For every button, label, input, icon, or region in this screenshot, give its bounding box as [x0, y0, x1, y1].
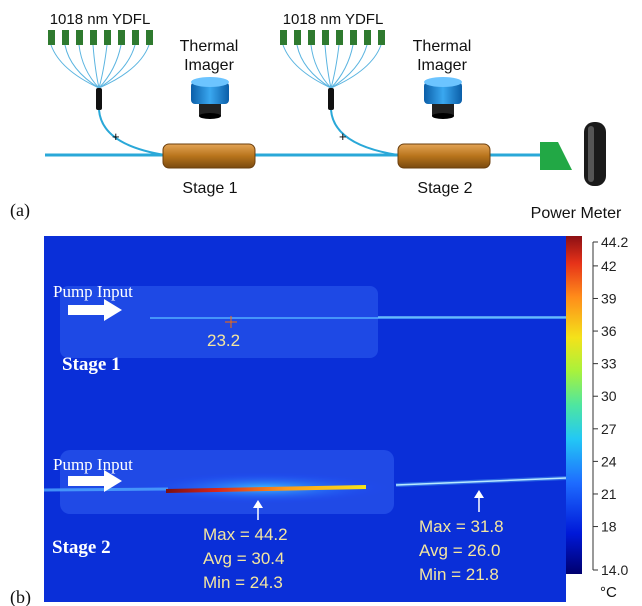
stats-left-avg: Avg = 30.4 — [203, 549, 284, 568]
diode — [146, 30, 153, 45]
diode — [48, 30, 55, 45]
stats-right-min: Min = 21.8 — [419, 565, 499, 584]
stage-2-output-glow — [395, 476, 567, 487]
stage-2-block — [397, 143, 491, 169]
stage-2-label: Stage 2 — [417, 180, 472, 197]
diode — [322, 30, 329, 45]
stats-left-min: Min = 24.3 — [203, 573, 283, 592]
diode — [90, 30, 97, 45]
camera-lens — [199, 104, 221, 116]
diode — [104, 30, 111, 45]
pump-arrow-2 — [68, 470, 122, 492]
fiber-fan-1 — [50, 44, 150, 89]
imager-label-line1: Thermal — [413, 38, 472, 55]
diode — [62, 30, 69, 45]
stats-arrow-right — [474, 490, 484, 512]
imager-label-line1: Thermal — [180, 38, 239, 55]
colorbar-tick-label: 14.0 — [601, 562, 628, 578]
diode — [308, 30, 315, 45]
colorbar-tick-label: 33 — [601, 356, 617, 372]
colorbar-unit: °C — [600, 584, 617, 601]
laser-diode-array-2: + — [280, 30, 399, 156]
camera-lens-base — [432, 113, 454, 119]
splice-mark: + — [339, 129, 347, 144]
diode — [76, 30, 83, 45]
colorbar-tick-label: 21 — [601, 486, 617, 502]
diode — [350, 30, 357, 45]
diode — [364, 30, 371, 45]
pump-arrow-1 — [68, 299, 122, 321]
combiner — [96, 88, 102, 110]
camera-lens-base — [199, 113, 221, 119]
panel-a: + 1018 nm YDFL + 1018 nm YDFL — [10, 11, 622, 222]
diode — [336, 30, 343, 45]
panel-b: Pump Input Pump Input Stage 1 Stage 2 23… — [10, 234, 628, 606]
camera-body — [424, 82, 462, 104]
laser-diode-array-1: + — [48, 30, 166, 156]
crosshair-marker — [225, 316, 237, 328]
colorbar-tick-label: 24 — [601, 453, 617, 469]
combiner — [328, 88, 334, 110]
power-meter-label: Power Meter — [531, 205, 622, 222]
power-meter-head — [540, 142, 572, 170]
colorbar-ticks: 44.2 42 39 36 33 30 27 24 21 18 14.0 — [593, 234, 628, 578]
stats-right-avg: Avg = 26.0 — [419, 541, 500, 560]
stage-2-hot-fiber — [166, 485, 366, 493]
stage-2-thermal-label: Stage 2 — [52, 537, 111, 558]
colorbar-tick-label: 30 — [601, 388, 617, 404]
camera-body — [191, 82, 229, 104]
camera-top — [191, 77, 229, 87]
power-meter — [540, 122, 606, 186]
stats-arrow-left — [253, 500, 263, 520]
diode — [118, 30, 125, 45]
colorbar-tick-label: 44.2 — [601, 234, 628, 250]
stage-1-block — [162, 143, 256, 169]
stats-right-max: Max = 31.8 — [419, 517, 504, 536]
stats-left-max: Max = 44.2 — [203, 525, 288, 544]
imager-label-line2: Imager — [184, 57, 234, 74]
fiber-fan-2 — [282, 44, 382, 89]
colorbar-tick-label: 42 — [601, 258, 617, 274]
panel-b-label: (b) — [10, 587, 31, 606]
stage-1-label: Stage 1 — [182, 180, 237, 197]
pump-input-label-1: Pump Input — [53, 282, 133, 301]
colorbar-tick-label: 27 — [601, 421, 617, 437]
combiner-fiber — [330, 109, 399, 156]
colorbar-tick-label: 39 — [601, 290, 617, 306]
diode — [294, 30, 301, 45]
diode — [280, 30, 287, 45]
camera-top — [424, 77, 462, 87]
thermal-imager-1: Thermal Imager — [180, 38, 239, 119]
laser-label-2: 1018 nm YDFL — [283, 11, 384, 28]
diode — [132, 30, 139, 45]
imager-label-line2: Imager — [417, 57, 467, 74]
colorbar-tick-label: 36 — [601, 323, 617, 339]
thermal-imager-2: Thermal Imager — [413, 38, 472, 119]
stage-2-output-fiber — [395, 477, 567, 486]
diode — [378, 30, 385, 45]
camera-lens — [432, 104, 454, 116]
panel-a-label: (a) — [10, 200, 30, 221]
power-meter-ring — [588, 126, 594, 182]
laser-label-1: 1018 nm YDFL — [50, 11, 151, 28]
crosshair-value: 23.2 — [207, 331, 240, 350]
splice-mark: + — [112, 129, 120, 144]
stage-1-thermal-label: Stage 1 — [62, 354, 121, 375]
stage-1-plate — [60, 286, 378, 358]
colorbar — [566, 236, 582, 574]
colorbar-tick-label: 18 — [601, 519, 617, 535]
combiner-fiber — [98, 109, 166, 156]
pump-input-label-2: Pump Input — [53, 455, 133, 474]
power-meter-body — [584, 122, 606, 186]
